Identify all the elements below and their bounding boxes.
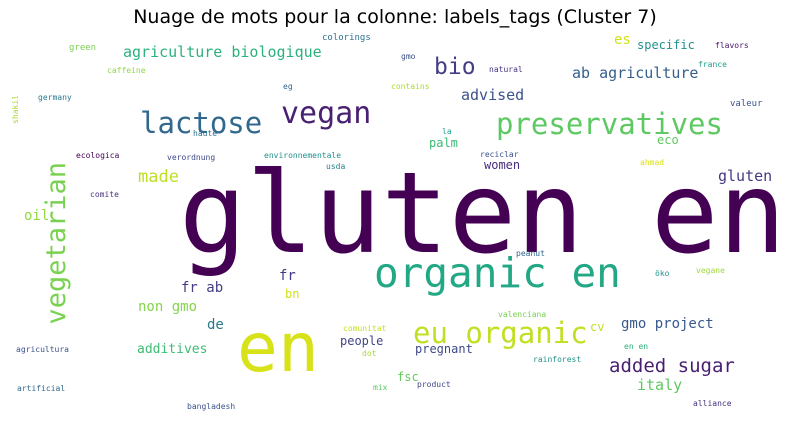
- word-contains: contains: [391, 82, 430, 91]
- word-valeur: valeur: [730, 99, 763, 109]
- word-lactose: lactose: [140, 106, 263, 140]
- word-advised: advised: [461, 86, 525, 104]
- word-usda: usda: [326, 162, 346, 171]
- word-de: de: [207, 317, 224, 333]
- word-palm: palm: [429, 136, 458, 150]
- word-rainforest: rainforest: [533, 355, 582, 364]
- word-people: people: [340, 334, 384, 348]
- word-flavors: flavors: [715, 41, 749, 50]
- word-additives: additives: [137, 342, 208, 357]
- word-organic-en: organic en: [374, 249, 621, 297]
- word-es: es: [614, 32, 631, 48]
- word-alliance: alliance: [693, 399, 732, 408]
- word-specific: specific: [637, 38, 695, 52]
- word-valenciana: valenciana: [498, 310, 547, 319]
- word-mix: mix: [373, 383, 388, 392]
- word-fr-ab: fr ab: [181, 280, 224, 296]
- word-haute: haute: [193, 129, 218, 138]
- word-gluten: gluten: [718, 167, 773, 185]
- word-vegane: vegane: [696, 266, 725, 275]
- word-preservatives: preservatives: [496, 107, 723, 141]
- word-women: women: [484, 158, 521, 172]
- word-bangladesh: bangladesh: [187, 402, 236, 411]
- word-verordnung: verordnung: [167, 153, 216, 162]
- word-gmo-project: gmo project: [621, 316, 714, 332]
- word-made: made: [138, 167, 179, 187]
- word-caffeine: caffeine: [107, 66, 146, 75]
- word-pregnant: pregnant: [415, 342, 473, 356]
- word-ab-agriculture: ab agriculture: [572, 64, 699, 82]
- word-cloud: gluten en en organic en eu organic vegan…: [11, 32, 786, 419]
- word-la: la: [442, 127, 452, 136]
- word-comunitat: comunitat: [343, 324, 387, 333]
- word-dot: dot: [362, 349, 377, 358]
- word-bn: bn: [285, 287, 300, 301]
- word-reciclar: reciclar: [480, 150, 519, 159]
- word-bio: bio: [434, 54, 476, 80]
- word-fsc: fsc: [397, 370, 419, 384]
- word-added-sugar: added sugar: [609, 355, 735, 377]
- word-comite: comite: [90, 190, 119, 199]
- word-ahmad: ahmad: [640, 158, 665, 167]
- word-gluten-en: gluten en: [179, 149, 786, 279]
- word-en-en: en en: [624, 342, 649, 351]
- word-artificial: artificial: [17, 384, 66, 393]
- word-colorings: colorings: [322, 33, 371, 43]
- word-eg: eg: [283, 82, 293, 91]
- word-ecologica: ecologica: [76, 151, 120, 160]
- word-green: green: [69, 43, 97, 53]
- word-cv: cv: [590, 320, 605, 334]
- word-eco: eco: [657, 133, 679, 147]
- word-france: france: [698, 60, 727, 69]
- word-oil: oil: [24, 208, 50, 224]
- word-eu-organic: eu organic: [413, 316, 588, 350]
- word-natural: natural: [489, 65, 523, 74]
- word-vegetarian: vegetarian: [41, 162, 72, 325]
- figure-title: Nuage de mots pour la colonne: labels_ta…: [133, 6, 657, 28]
- word-shakil: shakil: [11, 95, 20, 124]
- word-oko: öko: [655, 269, 670, 278]
- word-en: en: [237, 309, 319, 388]
- word-environnementale: environnementale: [264, 151, 342, 160]
- word-product: product: [417, 380, 451, 389]
- word-gmo: gmo: [401, 52, 416, 61]
- word-agricultura: agricultura: [16, 345, 69, 354]
- word-non-gmo: non gmo: [138, 299, 198, 315]
- word-peanut: peanut: [516, 249, 545, 258]
- word-agriculture-biologique: agriculture biologique: [123, 43, 322, 61]
- word-vegan: vegan: [281, 96, 372, 131]
- word-italy: italy: [637, 376, 683, 394]
- word-fr: fr: [279, 268, 296, 284]
- word-germany: germany: [38, 93, 72, 102]
